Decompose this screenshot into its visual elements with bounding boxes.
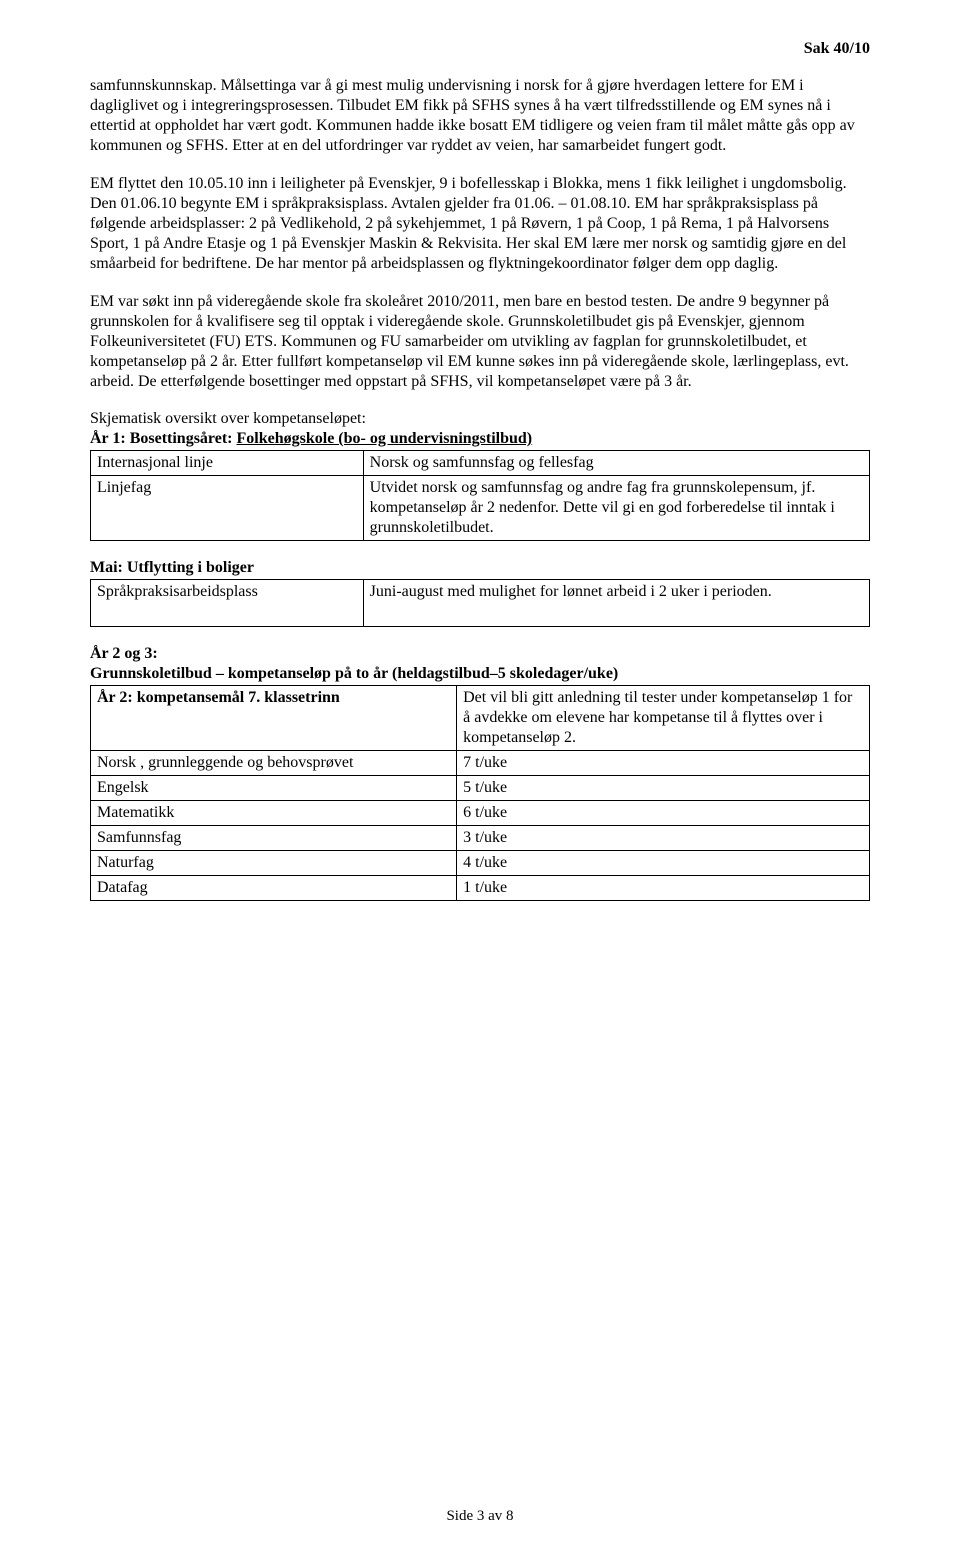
table-row: År 2: kompetansemål 7. klassetrinn Det v… xyxy=(91,686,870,751)
section2-title: Mai: Utflytting i boliger xyxy=(90,559,870,577)
paragraph-2: EM flyttet den 10.05.10 inn i leilighete… xyxy=(90,174,870,274)
cell-label: Språkpraksisarbeidsplass xyxy=(91,580,364,627)
table-row: Norsk , grunnleggende og behovsprøvet 7 … xyxy=(91,751,870,776)
cell-value: Utvidet norsk og samfunnsfag og andre fa… xyxy=(363,476,869,541)
table-row: Linjefag Utvidet norsk og samfunnsfag og… xyxy=(91,476,870,541)
cell-value: 4 t/uke xyxy=(457,851,870,876)
table-row: Matematikk 6 t/uke xyxy=(91,801,870,826)
case-number: Sak 40/10 xyxy=(90,40,870,58)
cell-value: Juni-august med mulighet for lønnet arbe… xyxy=(363,580,869,627)
cell-label: Internasjonal linje xyxy=(91,451,364,476)
table-row: Samfunnsfag 3 t/uke xyxy=(91,826,870,851)
page-footer: Side 3 av 8 xyxy=(0,1508,960,1525)
table-row: Datafag 1 t/uke xyxy=(91,876,870,901)
section3-title-plain: År 2 og 3: xyxy=(90,645,870,663)
cell-value: 1 t/uke xyxy=(457,876,870,901)
cell-value: 3 t/uke xyxy=(457,826,870,851)
table-year1: Internasjonal linje Norsk og samfunnsfag… xyxy=(90,450,870,541)
section1-title: År 1: Bosettingsåret: Folkehøgskole (bo-… xyxy=(90,430,870,448)
document-page: Sak 40/10 samfunnskunnskap. Målsettinga … xyxy=(0,0,960,1555)
section1-title-plain: År 1: Bosettingsåret: xyxy=(90,430,237,447)
cell-value: 6 t/uke xyxy=(457,801,870,826)
cell-label: Naturfag xyxy=(91,851,457,876)
table-row: Internasjonal linje Norsk og samfunnsfag… xyxy=(91,451,870,476)
paragraph-1: samfunnskunnskap. Målsettinga var å gi m… xyxy=(90,76,870,156)
cell-value: 5 t/uke xyxy=(457,776,870,801)
cell-label: Matematikk xyxy=(91,801,457,826)
table-row: Naturfag 4 t/uke xyxy=(91,851,870,876)
cell-label: Engelsk xyxy=(91,776,457,801)
table-row: Språkpraksisarbeidsplass Juni-august med… xyxy=(91,580,870,627)
paragraph-3: EM var søkt inn på videregående skole fr… xyxy=(90,292,870,392)
cell-label: Norsk , grunnleggende og behovsprøvet xyxy=(91,751,457,776)
section3-title-bold: Grunnskoletilbud – kompetanseløp på to å… xyxy=(90,665,870,683)
table-row: Engelsk 5 t/uke xyxy=(91,776,870,801)
cell-label: Linjefag xyxy=(91,476,364,541)
section1-title-underline: Folkehøgskole (bo- og undervisningstilbu… xyxy=(237,430,533,447)
cell-value: 7 t/uke xyxy=(457,751,870,776)
cell-label: Samfunnsfag xyxy=(91,826,457,851)
table-year2-3: År 2: kompetansemål 7. klassetrinn Det v… xyxy=(90,685,870,901)
cell-label: Datafag xyxy=(91,876,457,901)
table-may: Språkpraksisarbeidsplass Juni-august med… xyxy=(90,579,870,627)
cell-value: Det vil bli gitt anledning til tester un… xyxy=(457,686,870,751)
cell-value: Norsk og samfunnsfag og fellesfag xyxy=(363,451,869,476)
section1-intro: Skjematisk oversikt over kompetanseløpet… xyxy=(90,410,870,428)
cell-label: År 2: kompetansemål 7. klassetrinn xyxy=(91,686,457,751)
